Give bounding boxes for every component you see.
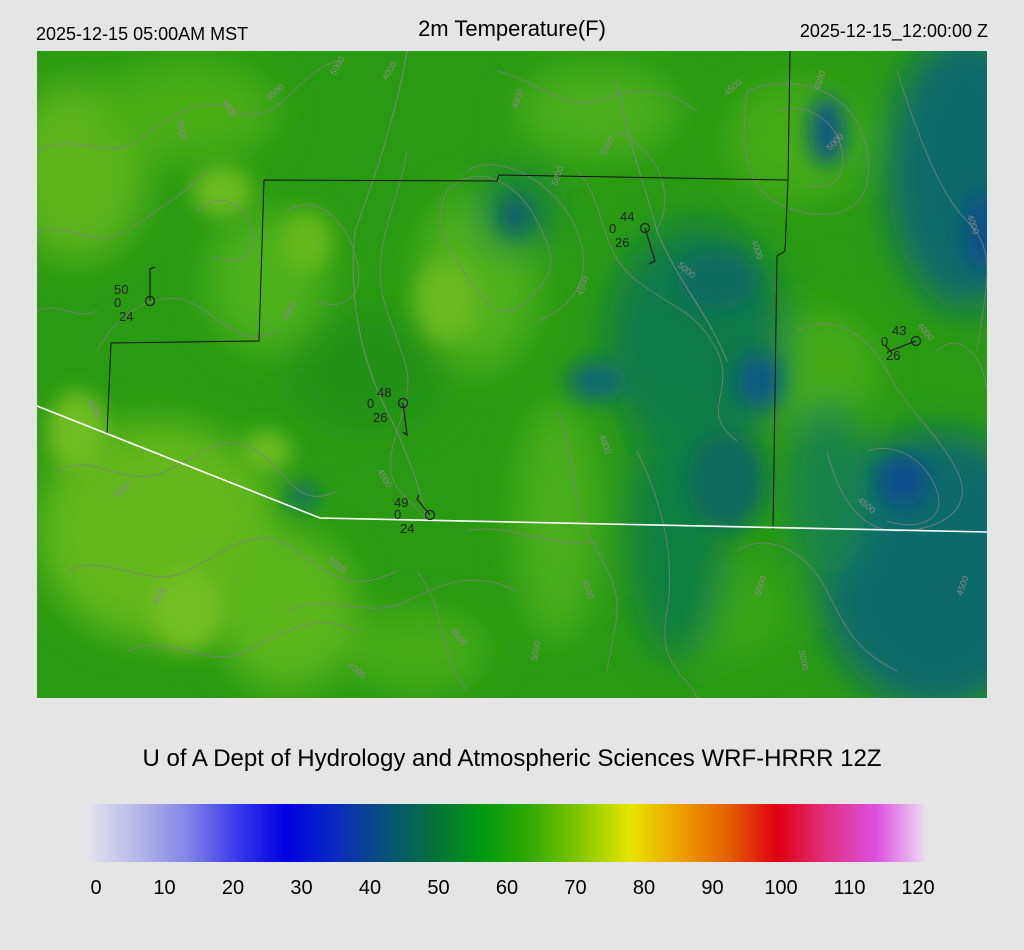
wind-barb xyxy=(416,494,431,516)
terrain-contours xyxy=(37,60,987,698)
colorbar-tick-label: 120 xyxy=(901,877,935,899)
temperature-field-detail xyxy=(47,96,987,651)
colorbar-tick-label: 40 xyxy=(358,877,382,899)
station-circle xyxy=(424,509,436,521)
county-boundaries xyxy=(106,51,791,530)
state-border xyxy=(37,405,987,533)
station-circle xyxy=(144,295,156,307)
station-circle xyxy=(639,222,651,234)
colorbar-tick-label: 50 xyxy=(427,877,450,899)
colorbar-tick-label: 60 xyxy=(495,877,519,899)
station-wind-speed: 0 xyxy=(114,295,121,310)
station-temperature: 48 xyxy=(377,385,391,400)
credit-text: U of A Dept of Hydrology and Atmospheric… xyxy=(142,745,882,772)
contour-label: 5000 xyxy=(797,650,810,671)
colorbar-tick-label: 10 xyxy=(153,877,176,899)
colorbar-tick-labels: 0 10 20 30 40 50 60 70 80 90 100 110 120 xyxy=(0,877,1024,903)
stream-lines xyxy=(352,51,728,517)
local-time-label: 2025-12-15 05:00AM MST xyxy=(36,24,249,44)
colorbar-tick-label: 30 xyxy=(290,877,313,899)
station-temperature: 50 xyxy=(114,282,128,297)
station-plot: 44 026 xyxy=(609,209,656,265)
colorbar-tick-label: 20 xyxy=(221,877,245,899)
station-temperature: 44 xyxy=(620,209,634,224)
station-dewpoint: 24 xyxy=(119,309,133,324)
map-title: 2m Temperature(F) xyxy=(418,16,606,41)
temperature-map: 4000 4500 5000 5500 5000 4000 4500 5000 4500 5000… xyxy=(37,51,987,698)
wind-barb xyxy=(149,266,156,301)
wind-barb xyxy=(644,227,656,265)
station-dewpoint: 26 xyxy=(886,348,900,363)
contour-label: 5500 xyxy=(175,120,188,141)
colorbar-tick-label: 90 xyxy=(701,877,724,899)
station-wind-speed: 0 xyxy=(609,221,616,236)
station-wind-speed: 0 xyxy=(394,507,401,522)
colorbar-tick-label: 80 xyxy=(632,877,656,899)
temperature-colorbar xyxy=(89,804,925,862)
wind-barb xyxy=(402,402,408,437)
station-dewpoint: 24 xyxy=(400,521,414,536)
wind-barb xyxy=(884,340,917,352)
station-dewpoint: 26 xyxy=(615,235,629,250)
colorbar-tick-label: 0 xyxy=(90,877,102,899)
station-temperature: 49 xyxy=(394,495,408,510)
station-wind-speed: 0 xyxy=(367,396,374,411)
colorbar-tick-label: 70 xyxy=(564,877,587,899)
temperature-field xyxy=(37,51,987,698)
station-dewpoint: 26 xyxy=(373,410,387,425)
utc-time-label: 2025-12-15_12:00:00 Z xyxy=(799,21,988,41)
station-plot: 43 026 xyxy=(881,323,922,363)
station-wind-speed: 0 xyxy=(881,334,888,349)
station-temperature: 43 xyxy=(892,323,906,338)
contour-label: 5000 xyxy=(529,640,542,661)
colorbar-tick-label: 100 xyxy=(764,877,798,899)
station-circle xyxy=(397,397,409,409)
station-circle xyxy=(910,335,922,347)
colorbar-tick-label: 110 xyxy=(833,877,866,899)
